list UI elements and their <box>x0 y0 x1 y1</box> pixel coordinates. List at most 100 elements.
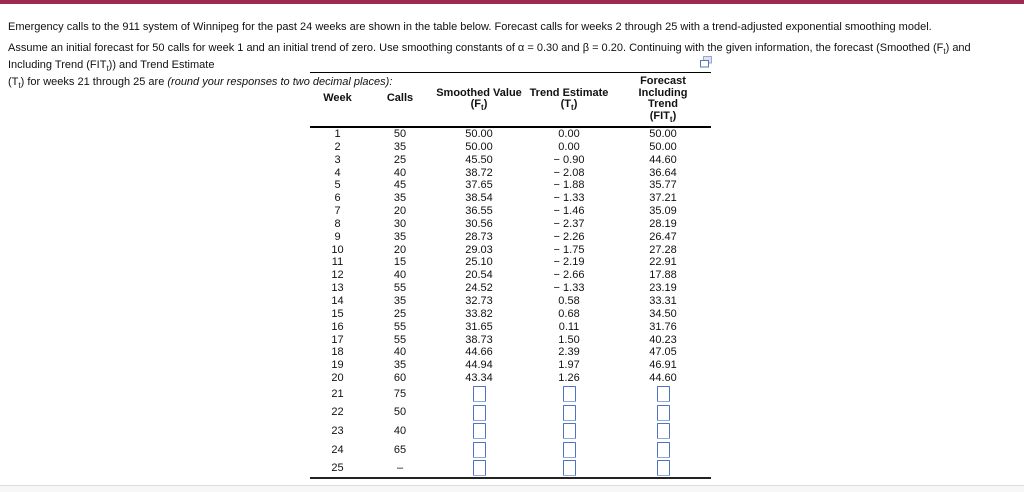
trend-cell: 0.00 <box>558 140 580 153</box>
calls-cell: 15 <box>393 256 407 269</box>
trend-cell: − 1.46 <box>553 205 585 218</box>
calls-cell: 40 <box>393 424 407 437</box>
top-accent-bar <box>0 0 1024 4</box>
table-row-week-22: 22 50 <box>310 403 711 422</box>
answer-table: Week Calls Smoothed Value (Ft) Trend Esti… <box>310 72 711 479</box>
week-cell: 20 <box>331 372 344 385</box>
smoothed-input-week-23[interactable] <box>472 423 486 440</box>
fit-cell: 44.60 <box>649 153 677 166</box>
calls-cell: 40 <box>393 269 407 282</box>
table-row-week-23: 23 40 <box>310 422 711 441</box>
table-row-week-15: 15 25 33.82 0.68 34.50 <box>310 308 711 321</box>
smoothed-cell: 38.72 <box>465 166 493 179</box>
trend-input-week-22[interactable] <box>562 404 576 421</box>
smoothed-cell: 28.73 <box>465 230 493 243</box>
smoothed-cell: 24.52 <box>465 282 493 295</box>
smoothed-input-week-25[interactable] <box>472 460 486 477</box>
question-text-2a: Assume an initial forecast for 50 calls … <box>8 42 944 54</box>
fit-input-week-24[interactable] <box>656 441 670 458</box>
fit-input-cell <box>615 459 711 479</box>
trend-cell: − 2.19 <box>553 256 585 269</box>
week-cell: 8 <box>334 217 341 230</box>
trend-input-week-21[interactable] <box>562 386 576 403</box>
fit-cell: 28.19 <box>649 217 677 230</box>
subscript-t: t <box>18 81 21 91</box>
trend-cell: 0.11 <box>558 320 580 333</box>
col-header-calls: Calls <box>365 72 435 128</box>
trend-cell: − 2.08 <box>553 166 585 179</box>
question-text-2e: ) for weeks 21 through 25 are <box>20 76 168 88</box>
fit-input-week-22[interactable] <box>656 404 670 421</box>
table-row-week-14: 14 35 32.73 0.58 33.31 <box>310 295 711 308</box>
smoothed-cell: 36.55 <box>465 205 493 218</box>
week-cell: 16 <box>331 320 344 333</box>
table-row-week-16: 16 55 31.65 0.11 31.76 <box>310 321 711 334</box>
week-cell: 17 <box>331 333 344 346</box>
table-row-week-18: 18 40 44.66 2.39 47.05 <box>310 346 711 359</box>
fit-input-week-25[interactable] <box>656 460 670 477</box>
fit-cell: 23.19 <box>649 282 677 295</box>
trend-input-week-24[interactable] <box>562 441 576 458</box>
week-cell: 10 <box>331 243 344 256</box>
table-row-week-21: 21 75 <box>310 385 711 404</box>
trend-cell: − 1.88 <box>553 179 585 192</box>
trend-cell: 0.68 <box>558 307 580 320</box>
table-row-week-9: 9 35 28.73 − 2.26 26.47 <box>310 231 711 244</box>
header-row: Week Calls Smoothed Value (Ft) Trend Esti… <box>310 72 711 128</box>
fit-cell: 31.76 <box>649 320 677 333</box>
calls-cell: 25 <box>393 307 407 320</box>
calls-cell: 20 <box>393 205 407 218</box>
fit-cell: 46.91 <box>649 359 677 372</box>
smoothed-input-week-21[interactable] <box>472 386 486 403</box>
week-cell: 5 <box>334 179 341 192</box>
trend-input-cell <box>523 441 615 460</box>
table-row-week-8: 8 30 30.56 − 2.37 28.19 <box>310 218 711 231</box>
fit-input-week-23[interactable] <box>656 423 670 440</box>
trend-cell: − 2.26 <box>553 230 585 243</box>
fit-input-cell <box>615 422 711 441</box>
calls-cell: – <box>365 459 435 479</box>
fit-cell: 26.47 <box>649 230 677 243</box>
table-row-week-6: 6 35 38.54 − 1.33 37.21 <box>310 192 711 205</box>
trend-cell: 1.97 <box>558 359 580 372</box>
table-row-week-2: 2 35 50.00 0.00 50.00 <box>310 141 711 154</box>
trend-cell: 0.00 <box>558 128 580 140</box>
smoothed-cell: 44.94 <box>465 359 493 372</box>
table-row-week-13: 13 55 24.52 − 1.33 23.19 <box>310 282 711 295</box>
trend-cell: − 1.33 <box>553 282 585 295</box>
fit-cell: 17.88 <box>649 269 677 282</box>
fit-cell: 47.05 <box>649 346 677 359</box>
fit-cell: 35.77 <box>649 179 677 192</box>
smoothed-input-week-22[interactable] <box>472 404 486 421</box>
question-text-1: Emergency calls to the 911 system of Win… <box>8 21 932 33</box>
fit-cell: 34.50 <box>649 307 677 320</box>
week-cell: 1 <box>334 128 341 140</box>
calls-cell: 65 <box>393 443 407 456</box>
week-cell: 11 <box>331 256 344 269</box>
fit-cell: 37.21 <box>649 192 677 205</box>
week-cell: 2 <box>334 140 341 153</box>
trend-input-week-23[interactable] <box>562 423 576 440</box>
calls-cell: 35 <box>393 192 407 205</box>
week-cell: 6 <box>334 192 341 205</box>
week-cell: 19 <box>331 359 344 372</box>
trend-input-cell <box>523 385 615 404</box>
fit-input-week-21[interactable] <box>656 386 670 403</box>
trend-input-week-25[interactable] <box>562 460 576 477</box>
calls-cell: 55 <box>393 333 407 346</box>
week-cell: 9 <box>334 230 341 243</box>
smoothed-input-cell <box>435 422 523 441</box>
calls-cell: 45 <box>393 179 407 192</box>
week-cell: 21 <box>331 387 344 400</box>
smoothed-cell: 37.65 <box>465 179 493 192</box>
trend-cell: 2.39 <box>558 346 580 359</box>
table-row-week-3: 3 25 45.50 − 0.90 44.60 <box>310 154 711 167</box>
week-cell: 7 <box>334 205 341 218</box>
trend-cell: − 1.33 <box>553 192 585 205</box>
smoothed-input-week-24[interactable] <box>472 441 486 458</box>
calls-cell: 35 <box>393 230 407 243</box>
week-cell: 13 <box>331 282 344 295</box>
copy-icon[interactable] <box>699 56 713 68</box>
question-text-2d: (T <box>8 76 19 88</box>
week-cell: 12 <box>331 269 344 282</box>
